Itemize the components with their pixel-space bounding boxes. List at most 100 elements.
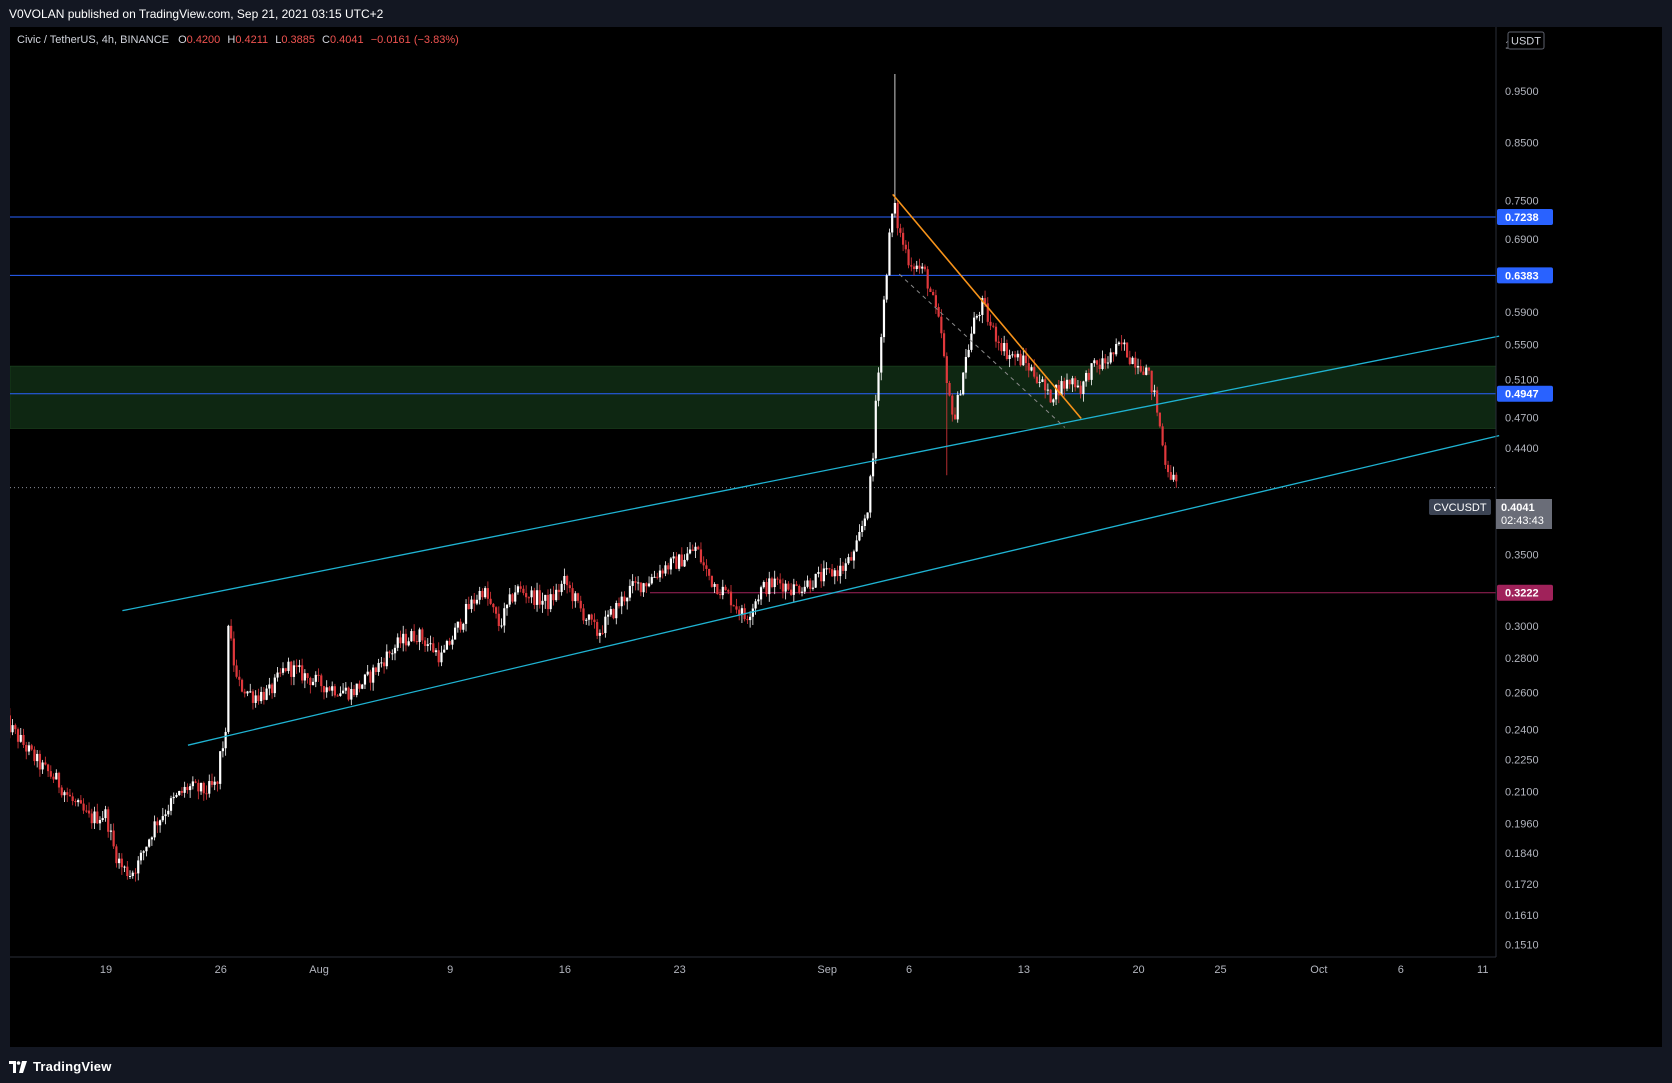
candle: [773, 570, 776, 595]
candle: [156, 817, 159, 834]
candle: [290, 660, 293, 686]
candlestick-chart[interactable]: 1.05000.95000.85000.75000.69000.59000.55…: [3, 27, 1662, 1047]
candle: [888, 228, 891, 276]
time-tick-0: 19: [100, 964, 112, 976]
channel-upper-line[interactable]: [122, 335, 1500, 612]
candle: [210, 773, 214, 788]
candle: [1076, 379, 1080, 389]
candles-group: [3, 74, 1178, 882]
candle: [284, 667, 287, 673]
candle: [467, 596, 470, 610]
candle: [77, 798, 80, 807]
candle: [858, 524, 861, 542]
candle: [1134, 351, 1137, 375]
level-badge-label-1: 0.6383: [1505, 270, 1539, 282]
time-axis[interactable]: 19 26 Aug 9 16 23 Sep 6 13 20 25 Oct 6 11: [10, 956, 1496, 976]
candle: [658, 564, 662, 582]
currency-badge[interactable]: USDT: [1507, 31, 1545, 50]
demand-zone: [9, 365, 1497, 429]
candle: [533, 587, 536, 610]
tradingview-icon: [9, 1060, 27, 1073]
candle: [942, 329, 946, 358]
candle: [1038, 374, 1041, 388]
candle: [546, 589, 550, 616]
candle: [484, 586, 487, 599]
candle: [598, 629, 601, 643]
dashed-trend-line[interactable]: [898, 273, 1066, 428]
candle: [208, 774, 211, 798]
candle: [1125, 342, 1129, 358]
candle: [806, 575, 809, 589]
tradingview-logo[interactable]: TradingView: [9, 1059, 112, 1074]
candle: [814, 573, 817, 589]
candle: [120, 853, 123, 875]
candle: [126, 861, 129, 880]
orange-trend-line[interactable]: [892, 193, 1082, 419]
candle: [380, 657, 383, 668]
price-tick-4: 0.6900: [1505, 234, 1539, 246]
candle: [929, 286, 932, 293]
candle: [1153, 384, 1156, 397]
candle: [822, 560, 825, 587]
time-tick-9: 20: [1132, 964, 1144, 976]
candle: [727, 588, 730, 595]
candle: [705, 559, 708, 577]
candle: [249, 683, 252, 693]
candle: [841, 561, 845, 575]
candle: [538, 584, 541, 609]
candle: [1164, 442, 1167, 469]
candle: [148, 838, 151, 848]
candle: [874, 394, 877, 464]
candle: [246, 690, 249, 697]
candle: [74, 798, 77, 807]
candle: [429, 635, 432, 651]
candle: [415, 634, 418, 645]
candle: [443, 644, 446, 653]
level-badge-bg-2: [1497, 385, 1553, 402]
channel-lower-line[interactable]: [187, 434, 1500, 746]
candle: [1128, 350, 1131, 366]
candle: [350, 682, 353, 706]
candle: [213, 776, 216, 791]
candle: [161, 807, 164, 823]
candle: [798, 584, 801, 595]
candle: [784, 580, 787, 600]
candle: [314, 671, 317, 688]
candle: [423, 637, 427, 652]
price-tick-8: 0.4700: [1505, 412, 1539, 424]
candle: [541, 592, 544, 613]
candle: [303, 669, 306, 689]
candle: [552, 586, 555, 606]
candle: [418, 627, 421, 651]
candle: [825, 562, 828, 576]
candle: [563, 568, 566, 591]
candle: [454, 623, 457, 640]
candle: [492, 603, 495, 613]
candle: [224, 727, 227, 756]
candle: [866, 512, 869, 521]
candle: [527, 596, 530, 603]
candle: [336, 693, 339, 697]
candle: [240, 678, 244, 693]
candle: [549, 588, 552, 613]
chart-area[interactable]: 1.05000.95000.85000.75000.69000.59000.55…: [3, 27, 1662, 1047]
candle: [623, 591, 626, 606]
candle: [268, 677, 271, 696]
candle: [145, 846, 148, 857]
time-tick-11: Oct: [1310, 964, 1327, 976]
candle: [358, 680, 361, 693]
candle: [199, 782, 203, 795]
candle: [596, 619, 599, 640]
candle: [355, 683, 358, 698]
candle: [1115, 338, 1118, 357]
candle: [186, 783, 189, 794]
legend-l-label: L: [275, 34, 281, 46]
candle: [555, 583, 558, 602]
candle: [333, 683, 337, 698]
candle: [708, 568, 711, 581]
ohlc-legend[interactable]: Civic / TetherUS, 4h, BINANCE O0.4200 H0…: [17, 34, 459, 46]
price-tick-13: 0.2800: [1505, 653, 1539, 665]
price-tick-20: 0.1720: [1505, 879, 1539, 891]
candle: [489, 591, 492, 606]
price-axis[interactable]: 1.05000.95000.85000.75000.69000.59000.55…: [1429, 27, 1553, 957]
